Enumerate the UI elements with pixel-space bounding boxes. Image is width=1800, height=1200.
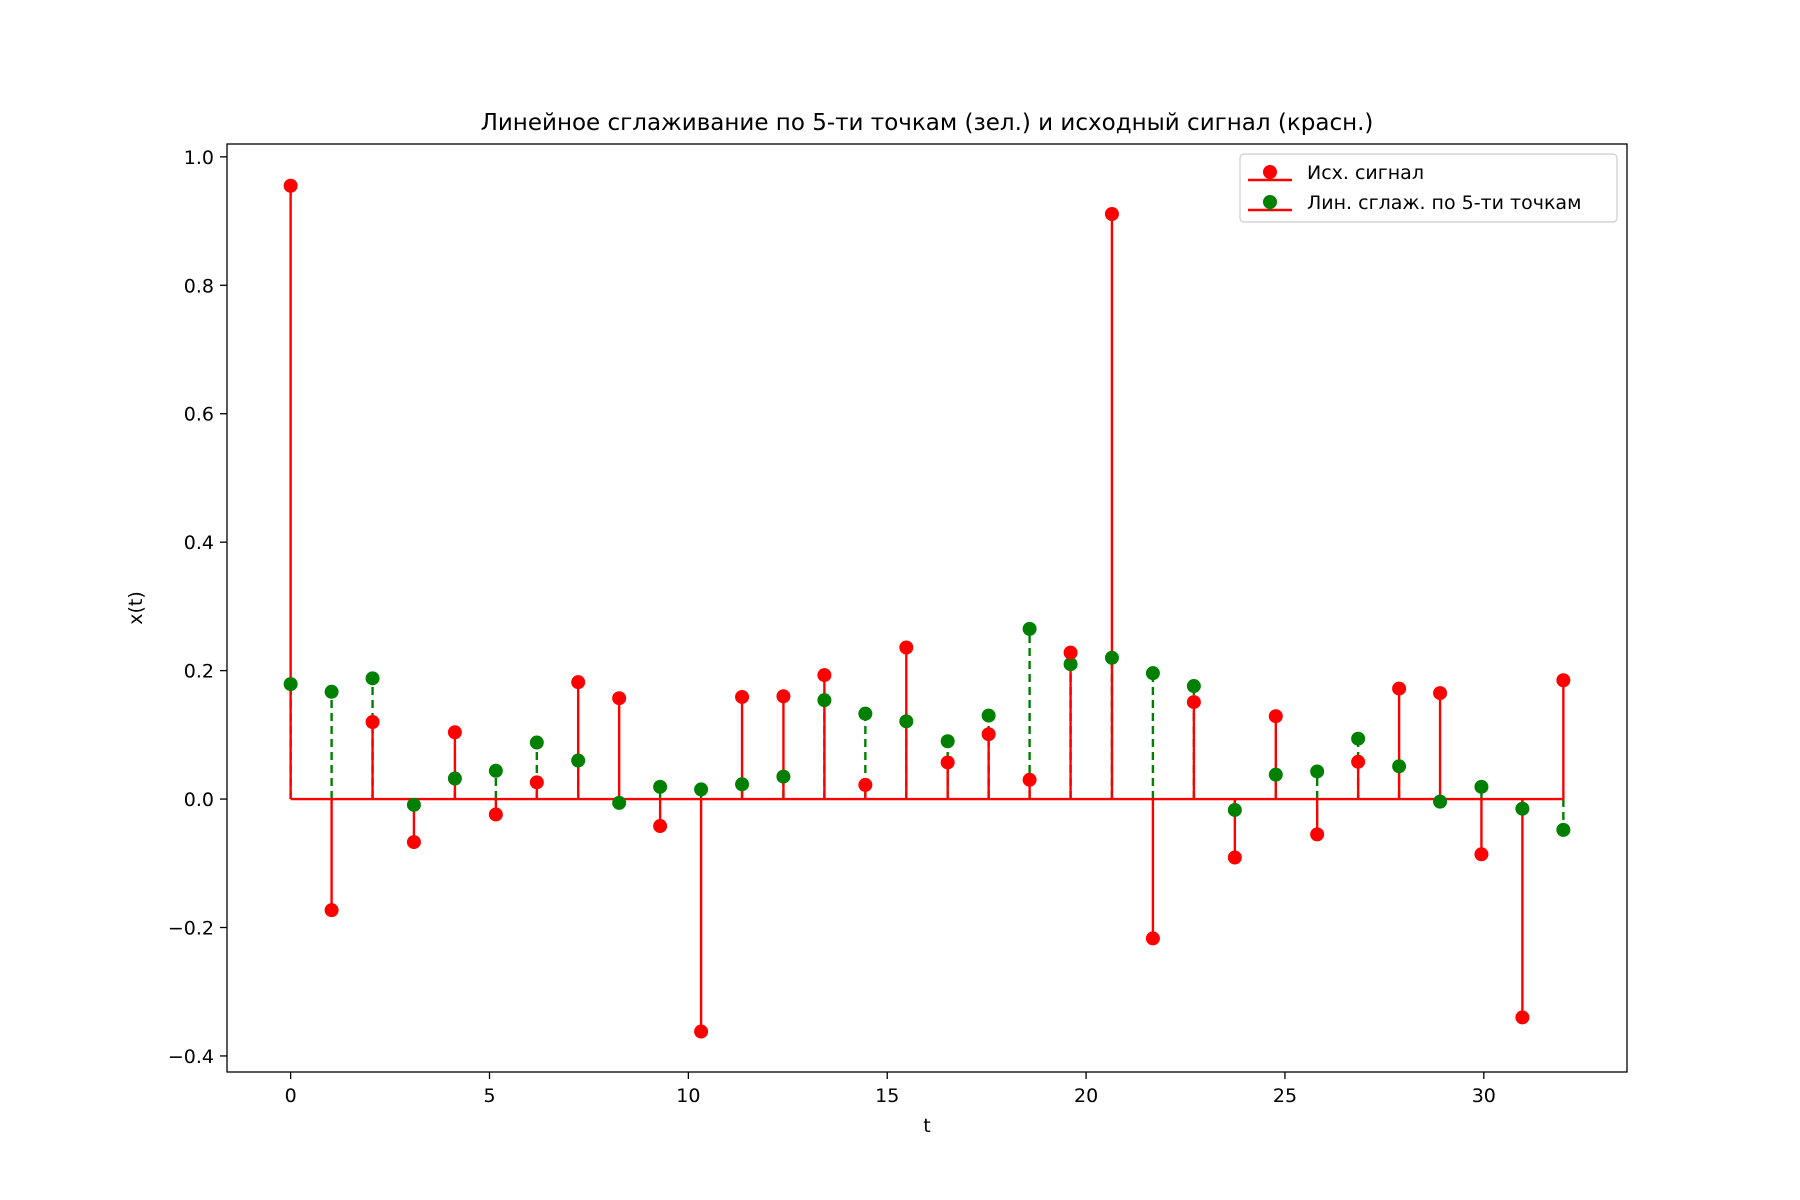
x-tick-label: 25 <box>1273 1085 1297 1107</box>
signal-point <box>283 178 298 193</box>
signal-point <box>776 689 791 704</box>
x-axis-label: t <box>923 1115 930 1137</box>
x-tick-label: 15 <box>875 1085 899 1107</box>
smoothed-point <box>1022 621 1037 636</box>
x-tick-label: 20 <box>1074 1085 1098 1107</box>
signal-point <box>1145 931 1160 946</box>
smoothed-point <box>488 763 503 778</box>
smoothed-point <box>447 771 462 786</box>
smoothed-point <box>1556 822 1571 837</box>
x-tick-label: 10 <box>676 1085 700 1107</box>
signal-point <box>817 668 832 683</box>
legend-marker <box>1263 195 1277 209</box>
signal-point <box>488 807 503 822</box>
signal-point <box>406 835 421 850</box>
y-tick-label: 0.8 <box>184 275 214 297</box>
smoothed-point <box>1310 764 1325 779</box>
smoothed-point <box>776 769 791 784</box>
signal-point <box>653 819 668 834</box>
smoothed-point <box>1433 794 1448 809</box>
signal-point <box>1433 686 1448 701</box>
y-axis-ticks: −0.4 −0.2 0.0 0.2 0.4 0.6 0.8 1.0 <box>168 147 227 1068</box>
smoothed-point <box>406 797 421 812</box>
signal-point <box>447 725 462 740</box>
smoothed-point <box>1104 650 1119 665</box>
signal-point <box>1268 709 1283 724</box>
smoothed-point <box>735 777 750 792</box>
smoothed-point <box>1351 731 1366 746</box>
y-tick-label: 0.4 <box>184 532 214 554</box>
signal-point <box>899 640 914 655</box>
signal-point <box>1227 850 1242 865</box>
y-tick-label: 1.0 <box>184 147 214 169</box>
x-tick-label: 5 <box>483 1085 495 1107</box>
smoothed-point <box>612 795 627 810</box>
smoothed-point <box>283 677 298 692</box>
y-tick-label: 0.0 <box>184 789 214 811</box>
smoothed-point <box>1186 679 1201 694</box>
plot-frame <box>226 143 1628 1073</box>
legend-label: Исх. сигнал <box>1307 162 1424 184</box>
smoothed-point <box>1227 802 1242 817</box>
smoothed-point <box>817 693 832 708</box>
legend-item-signal: Исх. сигнал <box>1248 162 1424 184</box>
signal-point <box>940 755 955 770</box>
legend-label: Лин. сглаж. по 5-ти точкам <box>1307 192 1581 214</box>
smoothed-point <box>1063 657 1078 672</box>
smoothed-point <box>1515 801 1530 816</box>
signal-point <box>612 691 627 706</box>
smoothed-point <box>858 706 873 721</box>
smoothed-point <box>365 671 380 686</box>
y-axis-label: x(t) <box>125 591 147 625</box>
smoothed-point <box>529 735 544 750</box>
legend: Исх. сигнал Лин. сглаж. по 5-ти точкам <box>1239 153 1618 223</box>
signal-point <box>1310 827 1325 842</box>
signal-point <box>735 689 750 704</box>
smoothed-point <box>940 734 955 749</box>
signal-point <box>571 675 586 690</box>
y-tick-label: 0.2 <box>184 661 214 683</box>
signal-point <box>858 777 873 792</box>
signal-point <box>365 714 380 729</box>
signal-point <box>529 775 544 790</box>
signal-point <box>1022 772 1037 787</box>
smoothed-point <box>694 782 709 797</box>
x-tick-label: 0 <box>285 1085 297 1107</box>
y-tick-label: 0.6 <box>184 404 214 426</box>
smoothed-point <box>653 779 668 794</box>
smoothed-point <box>1474 779 1489 794</box>
signal-point <box>1104 207 1119 222</box>
legend-item-smoothed: Лин. сглаж. по 5-ти точкам <box>1248 192 1581 214</box>
signal-point <box>1186 695 1201 710</box>
y-tick-label: −0.4 <box>168 1046 214 1068</box>
legend-box <box>1239 153 1618 223</box>
signal-point <box>1515 1010 1530 1025</box>
y-tick-label: −0.2 <box>168 918 214 940</box>
signal-point <box>1351 754 1366 769</box>
smoothed-point <box>899 714 914 729</box>
signal-point <box>1063 645 1078 660</box>
smoothed-point <box>1145 666 1160 681</box>
smoothed-markers <box>283 621 1571 837</box>
x-axis-ticks: 0 5 10 15 20 25 30 <box>285 1072 1496 1107</box>
signal-point <box>1556 673 1571 688</box>
signal-point <box>1474 847 1489 862</box>
legend-marker <box>1263 165 1277 179</box>
smoothed-point <box>981 708 996 723</box>
signal-point <box>694 1024 709 1039</box>
signal-point <box>1392 681 1407 696</box>
smoothed-point <box>324 684 339 699</box>
smoothed-point <box>571 753 586 768</box>
smoothed-point <box>1268 767 1283 782</box>
signal-markers <box>283 178 1571 1039</box>
chart-title: Линейное сглаживание по 5-ти точкам (зел… <box>481 110 1374 136</box>
signal-point <box>324 903 339 918</box>
signal-point <box>981 727 996 742</box>
smoothed-point <box>1392 759 1407 774</box>
x-tick-label: 30 <box>1472 1085 1496 1107</box>
